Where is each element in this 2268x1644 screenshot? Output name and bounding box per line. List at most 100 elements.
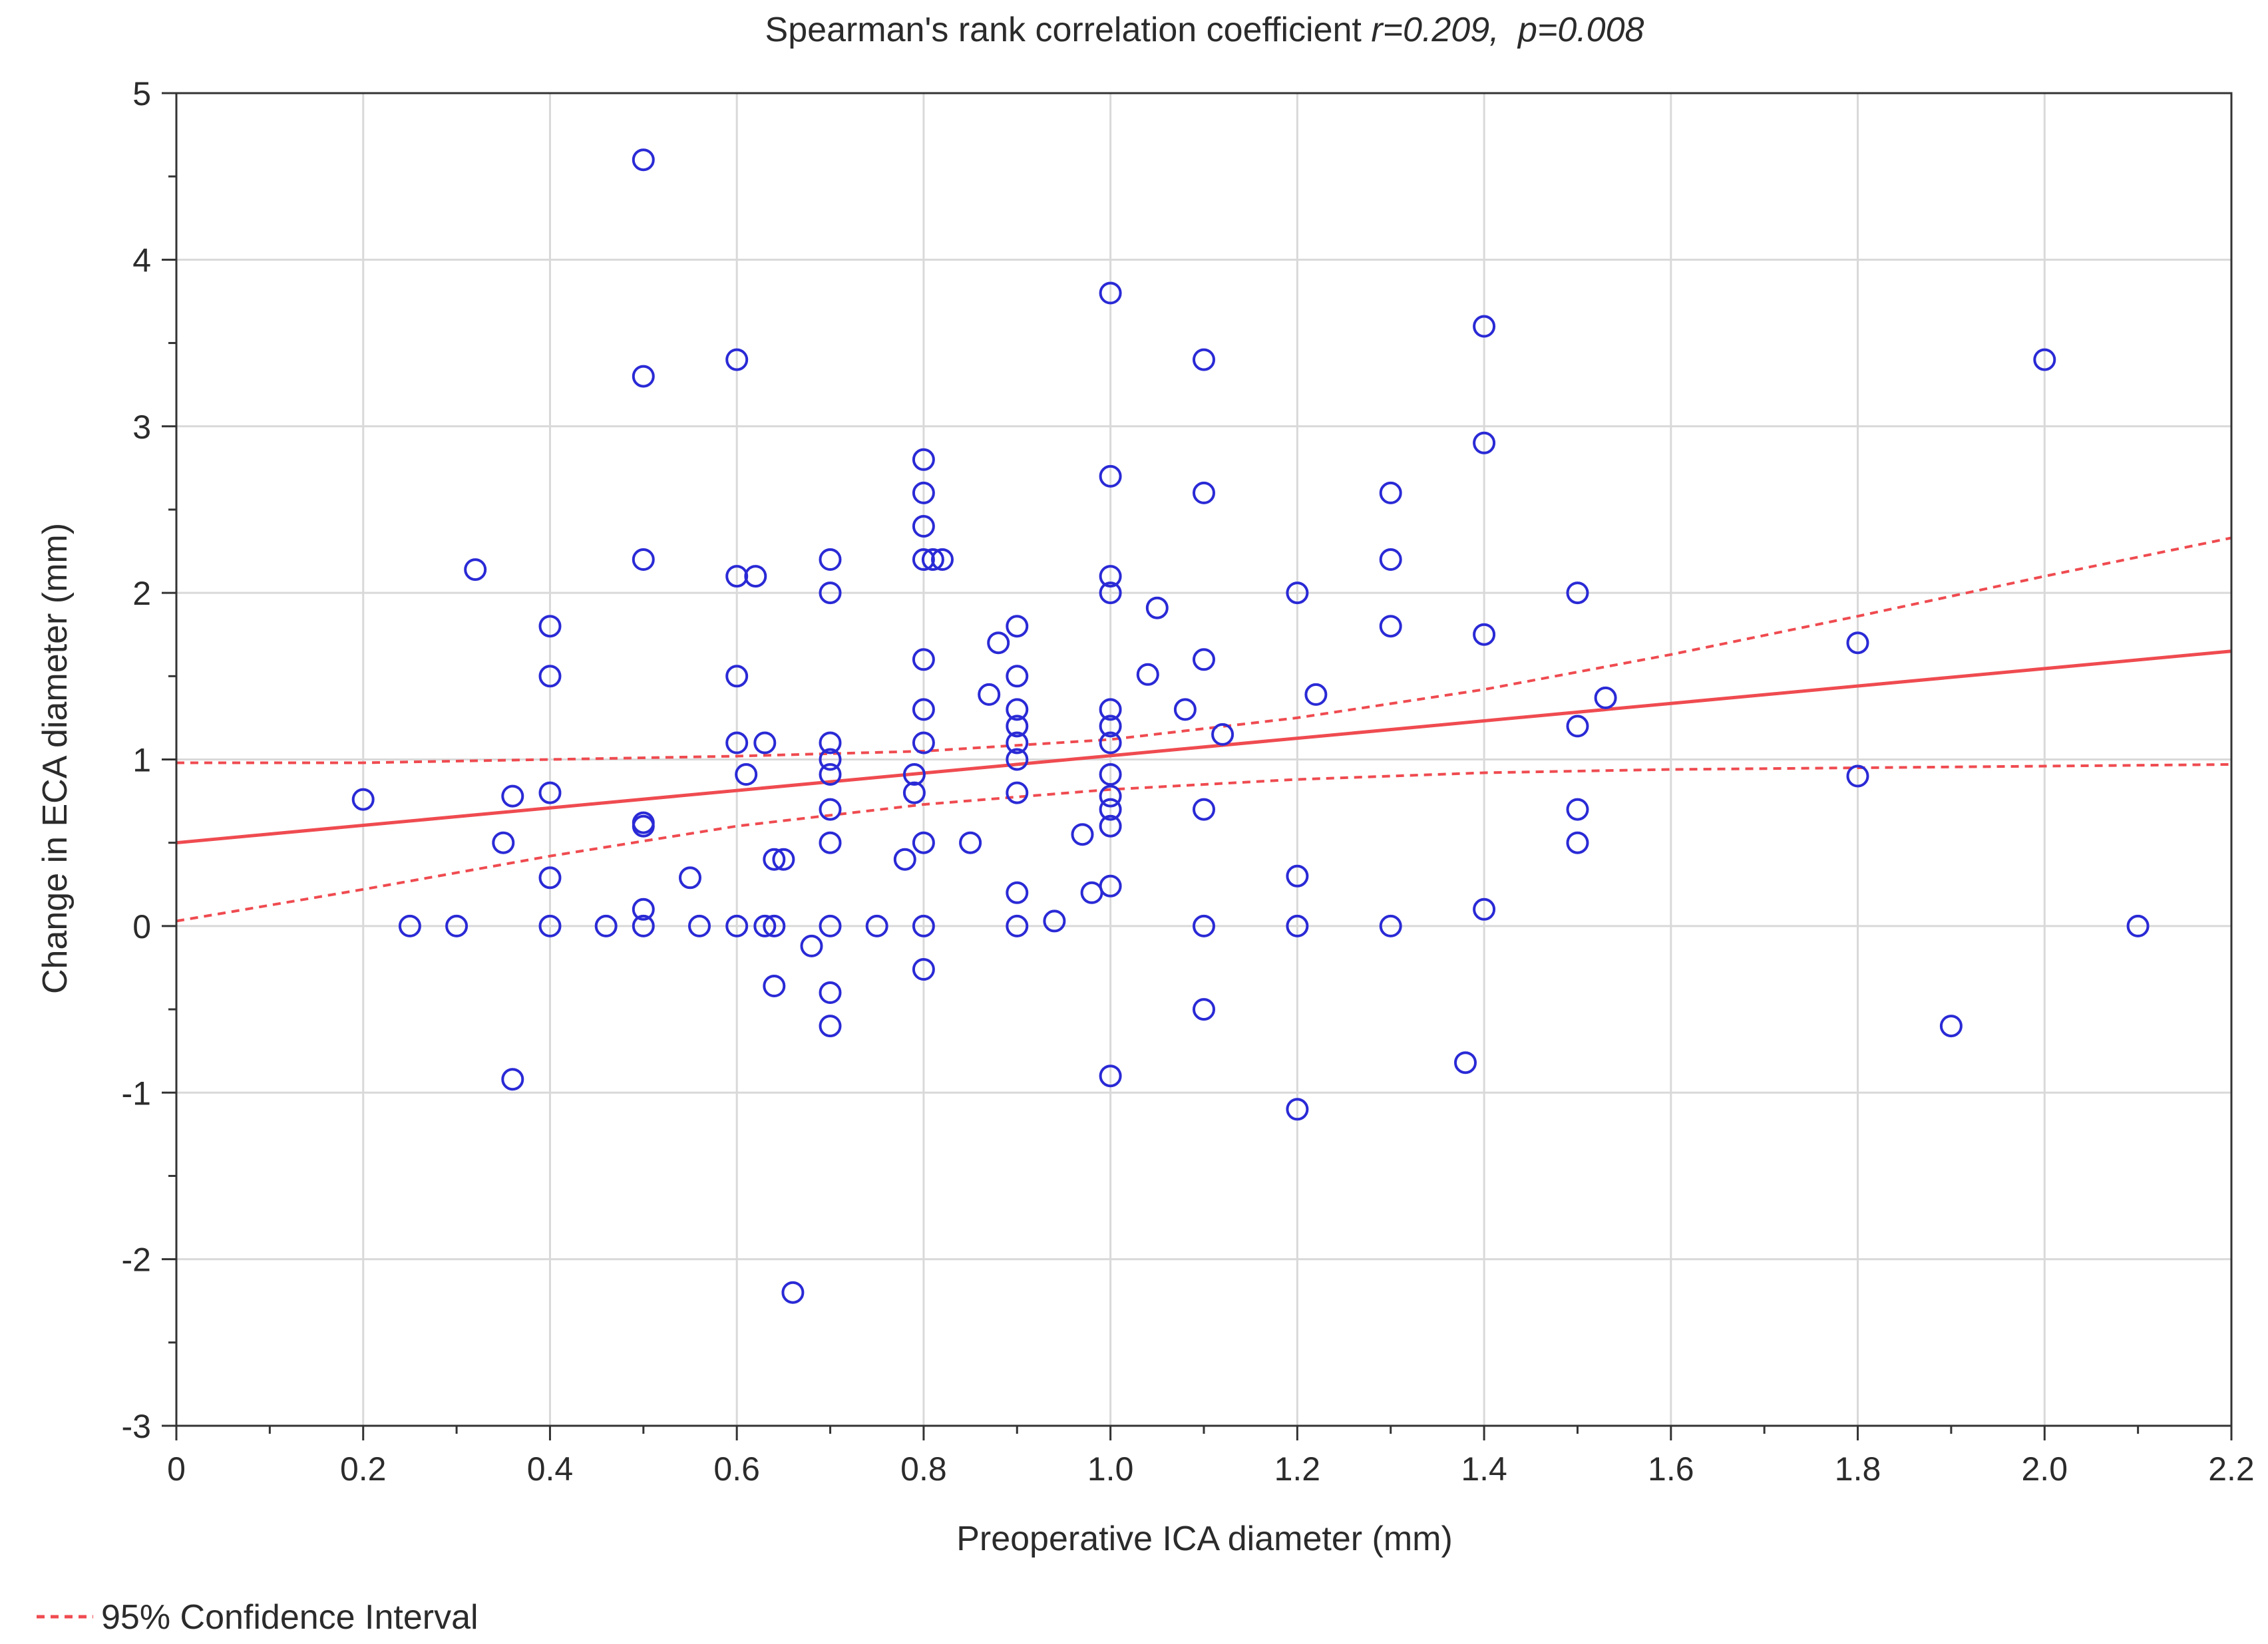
scatter-point <box>632 148 655 172</box>
scatter-point <box>912 648 935 671</box>
scatter-point <box>1193 648 1215 671</box>
scatter-point <box>987 631 1010 655</box>
scatter-point <box>1006 748 1029 771</box>
scatter-point <box>1473 315 1496 338</box>
scatter-point <box>398 914 421 937</box>
y-tick-label: 1 <box>132 742 151 779</box>
x-tick-label: 0.6 <box>713 1450 760 1488</box>
scatter-point <box>1566 715 1589 738</box>
scatter-point <box>1099 715 1122 738</box>
scatter-point <box>1006 731 1029 754</box>
x-tick-label: 1.8 <box>1835 1450 1881 1488</box>
scatter-point <box>1473 623 1496 646</box>
y-axis-ticks: -3 -2 -1 0 1 2 3 4 5 <box>122 75 176 1445</box>
scatter-point <box>538 665 562 688</box>
scatter-point <box>538 615 562 638</box>
scatter-point <box>1193 481 1215 504</box>
scatter-point <box>1043 909 1066 933</box>
scatter-point <box>1286 914 1309 937</box>
scatter-point <box>763 975 786 997</box>
scatter-point <box>538 914 562 937</box>
scatter-point <box>725 665 749 688</box>
scatter-point <box>1193 798 1215 821</box>
x-axis-label: Preoperative ICA diameter (mm) <box>956 1520 1453 1558</box>
scatter-point <box>501 1068 524 1091</box>
scatter-point <box>2033 348 2056 371</box>
scatter-point <box>632 814 655 838</box>
scatter-point <box>1594 686 1617 709</box>
scatter-point <box>1006 665 1029 688</box>
scatter-point <box>492 831 515 854</box>
ci-upper-bound-line <box>176 536 2232 764</box>
scatter-point <box>978 683 1001 706</box>
scatter-point <box>819 763 842 786</box>
scatter-point <box>1099 464 1122 488</box>
scatter-point <box>912 448 935 471</box>
scatter-point <box>1099 731 1122 754</box>
chart-title-prefix: Spearman's rank correlation coefficient <box>765 11 1372 49</box>
scatter-point <box>538 866 562 890</box>
scatter-point <box>351 788 375 811</box>
scatter-point <box>1473 431 1496 454</box>
y-tick-label: -1 <box>122 1074 151 1112</box>
scatter-point <box>2126 914 2150 937</box>
scatter-point <box>902 781 926 804</box>
y-tick-label: 4 <box>132 242 151 279</box>
scatter-point <box>725 914 749 937</box>
scatter-point <box>912 831 935 854</box>
scatter-point <box>725 348 749 371</box>
regression-line-group <box>176 649 2232 845</box>
scatter-point <box>1473 898 1496 921</box>
scatter-point <box>1099 581 1122 605</box>
scatter-point <box>819 581 842 605</box>
scatter-point <box>819 748 842 771</box>
scatter-point <box>1566 581 1589 605</box>
x-tick-label: 2.0 <box>2022 1450 2068 1488</box>
scatter-point <box>912 731 935 754</box>
data-points <box>351 148 2150 1304</box>
scatter-point <box>893 848 916 871</box>
grid-lines <box>176 93 2231 1426</box>
scatter-point <box>1145 596 1169 619</box>
y-axis-label: Change in ECA diameter (mm) <box>36 523 75 994</box>
scatter-point <box>1566 798 1589 821</box>
scatter-point <box>1099 798 1122 821</box>
scatter-point <box>912 515 935 538</box>
ci-lower-bound-line <box>176 763 2232 923</box>
y-tick-label: 3 <box>132 409 151 446</box>
scatter-point <box>1099 565 1122 588</box>
scatter-point <box>1080 881 1103 904</box>
scatter-point <box>501 784 524 808</box>
scatter-point <box>1379 481 1402 504</box>
scatter-point <box>1006 698 1029 721</box>
scatter-point <box>1846 764 1869 788</box>
scatter-point <box>735 763 758 786</box>
scatter-point <box>1304 683 1328 706</box>
x-tick-label: 2.2 <box>2208 1450 2255 1488</box>
confidence-interval <box>176 536 2232 923</box>
scatter-point <box>538 781 562 804</box>
scatter-point <box>931 548 954 571</box>
scatter-point <box>1099 814 1122 838</box>
scatter-point <box>902 763 926 786</box>
scatter-point <box>1099 784 1122 808</box>
scatter-point <box>819 914 842 937</box>
chart-title-r-stat: r=0.209, <box>1371 11 1499 49</box>
scatter-point <box>679 866 701 890</box>
scatter-point <box>1211 723 1234 746</box>
x-tick-label: 1.2 <box>1274 1450 1321 1488</box>
scatter-point <box>464 558 487 581</box>
scatter-point <box>819 831 842 854</box>
y-tick-label: 0 <box>132 908 151 945</box>
scatter-point <box>912 481 935 504</box>
scatter-point <box>1454 1051 1477 1074</box>
scatter-point <box>959 831 982 854</box>
y-tick-label: -3 <box>122 1408 151 1445</box>
scatter-point <box>819 798 842 821</box>
scatter-point <box>819 1015 842 1038</box>
scatter-point <box>1193 348 1215 371</box>
scatter-point <box>1173 698 1197 721</box>
scatter-point <box>725 731 749 754</box>
legend: 95% Confidence Interval <box>37 1598 478 1637</box>
scatter-point <box>632 548 655 571</box>
